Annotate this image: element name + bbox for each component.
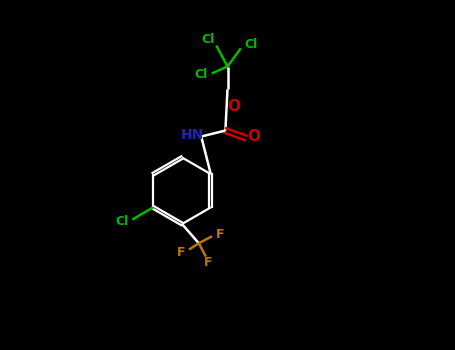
Text: O: O: [228, 99, 241, 114]
Text: O: O: [247, 130, 260, 144]
Text: Cl: Cl: [116, 215, 129, 228]
Text: Cl: Cl: [195, 68, 208, 81]
Text: F: F: [204, 256, 213, 270]
Text: F: F: [177, 246, 186, 259]
Text: Cl: Cl: [244, 37, 257, 51]
Text: F: F: [216, 228, 224, 241]
Text: Cl: Cl: [201, 33, 214, 47]
Text: HN: HN: [181, 128, 204, 142]
